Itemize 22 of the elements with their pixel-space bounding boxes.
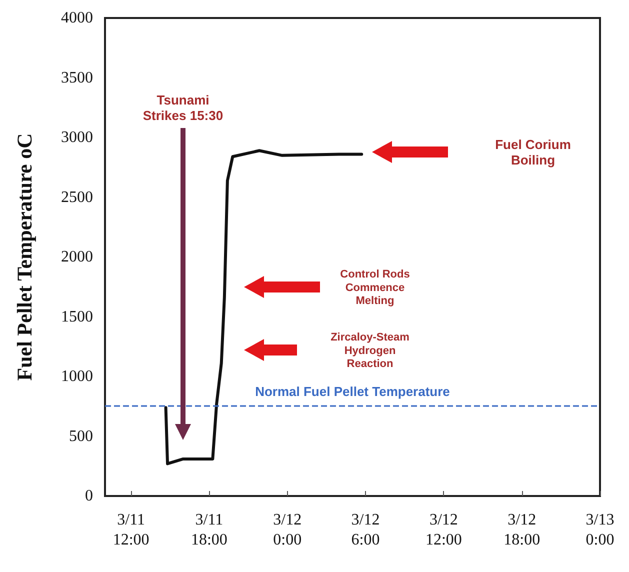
- x-tick-label: 3/11 12:00: [112, 512, 150, 548]
- y-tick-label: 500: [69, 428, 93, 445]
- annotation: Zircaloy-Steam Hydrogen Reaction: [330, 332, 410, 370]
- annotation: Control Rods Commence Melting: [340, 268, 410, 308]
- x-tick-label: 3/12 0:00: [273, 512, 302, 548]
- y-tick-label: 2000: [61, 248, 93, 266]
- y-tick-label: 1500: [61, 308, 93, 326]
- x-tick-label: 3/11 18:00: [190, 512, 228, 548]
- x-tick-label: 3/13 0:00: [586, 512, 614, 548]
- ref-line-label: Normal Fuel Pellet Temperature: [255, 384, 450, 399]
- annotation: Tsunami Strikes 15:30: [142, 92, 224, 123]
- y-tick-label: 4000: [61, 10, 93, 26]
- x-tick-label: 3/12 12:00: [425, 512, 462, 548]
- y-tick-label: 0: [85, 488, 93, 504]
- y-axis-title: Fuel Pellet Temperature oC: [12, 133, 36, 381]
- x-tick-label: 3/12 18:00: [504, 512, 540, 548]
- x-tick-label: 3/12 6:00: [351, 512, 380, 548]
- y-tick-label: 3000: [61, 129, 93, 146]
- y-tick-label: 2500: [61, 188, 93, 206]
- annotation: Fuel Corium Boiling: [495, 136, 571, 168]
- y-tick-label: 3500: [61, 69, 93, 86]
- y-tick-label: 1000: [61, 368, 93, 385]
